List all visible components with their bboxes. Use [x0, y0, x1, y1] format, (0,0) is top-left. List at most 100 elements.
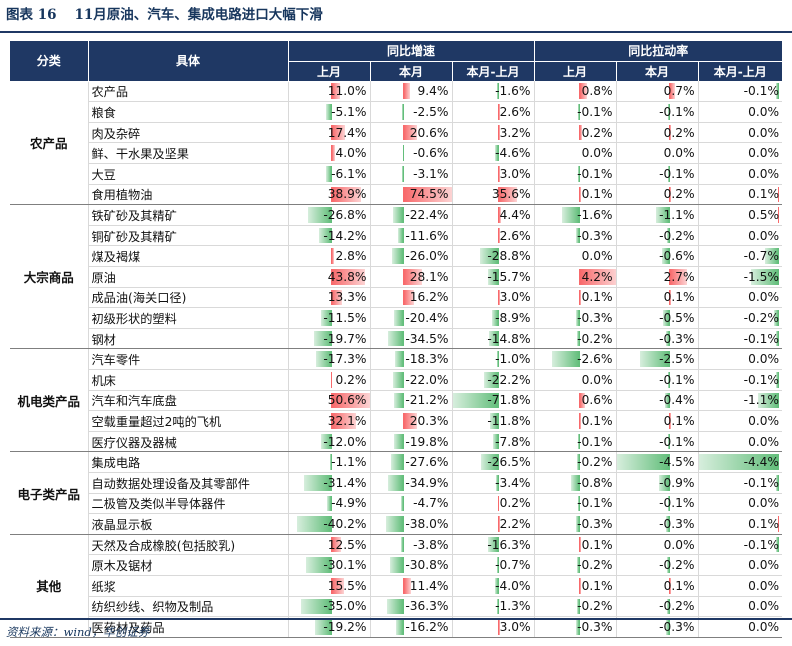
- value-text: 0.2%: [663, 187, 695, 202]
- negative-data-bar: [497, 351, 499, 367]
- item-name-cell: 原木及锯材: [87, 554, 288, 576]
- header-sub-this-month: 本月: [615, 61, 699, 82]
- value-cell: 0.0%: [697, 554, 783, 576]
- value-cell: -35.0%: [287, 596, 370, 618]
- value-text: -0.2%: [659, 558, 695, 573]
- item-name-cell: 原油: [87, 266, 288, 288]
- positive-data-bar: [497, 207, 502, 223]
- negative-data-bar: [387, 474, 404, 491]
- value-cell: -3.4%: [451, 472, 535, 494]
- value-cell: -0.2%: [615, 554, 699, 576]
- value-text: -2.5%: [413, 105, 449, 120]
- value-text: 0.1%: [581, 537, 613, 552]
- value-text: 0.0%: [748, 619, 780, 634]
- value-text: 28.1%: [409, 269, 449, 284]
- value-cell: -71.8%: [451, 390, 535, 412]
- positive-data-bar: [330, 372, 332, 388]
- value-cell: -0.3%: [533, 616, 617, 638]
- value-text: 0.0%: [748, 496, 780, 511]
- category-cell: 农产品: [10, 81, 88, 206]
- value-text: -3.1%: [413, 166, 449, 181]
- negative-data-bar: [386, 516, 404, 532]
- value-cell: -0.2%: [697, 307, 783, 329]
- negative-data-bar: [656, 207, 671, 223]
- value-text: -0.2%: [577, 599, 613, 614]
- value-text: 0.0%: [748, 599, 780, 614]
- value-text: 2.2%: [499, 516, 531, 531]
- value-text: -0.4%: [659, 393, 695, 408]
- value-text: -0.2%: [577, 455, 613, 470]
- table-row: 粮食 -5.1% -2.5% 2.6% -0.1% -0.1% 0.0%: [10, 101, 783, 123]
- value-cell: -1.3%: [451, 596, 535, 618]
- value-cell: 0.0%: [697, 101, 783, 123]
- value-text: 2.6%: [499, 228, 531, 243]
- value-text: 0.0%: [581, 146, 613, 161]
- value-cell: -0.1%: [615, 493, 699, 515]
- positive-data-bar: [497, 186, 517, 203]
- category-cell: 其他: [10, 534, 88, 638]
- table-row: 机床 0.2% -22.0% -22.2% 0.0% -0.1% -0.1%: [10, 369, 783, 391]
- positive-data-bar: [497, 289, 501, 306]
- positive-data-bar: [402, 186, 452, 203]
- value-text: -0.1%: [659, 434, 695, 449]
- value-cell: -0.3%: [533, 307, 617, 329]
- negative-data-bar: [575, 516, 581, 532]
- value-cell: -0.1%: [697, 369, 783, 391]
- header-sub-last-month: 上月: [533, 61, 617, 82]
- value-text: 0.0%: [748, 558, 780, 573]
- negative-data-bar: [487, 536, 499, 553]
- value-text: 2.7%: [663, 269, 695, 284]
- value-cell: -16.2%: [369, 616, 452, 638]
- value-cell: 15.5%: [287, 575, 370, 597]
- value-cell: 0.1%: [615, 575, 699, 597]
- value-text: 4.2%: [581, 269, 613, 284]
- value-text: 0.0%: [748, 352, 780, 367]
- positive-data-bar: [330, 145, 335, 162]
- value-cell: -0.1%: [533, 431, 617, 453]
- positive-data-bar: [579, 124, 582, 141]
- table-row: 纺织纱线、织物及制品 -35.0% -36.3% -1.3% -0.2% -0.2% 0.0…: [10, 596, 783, 618]
- value-text: -11.8%: [487, 413, 531, 428]
- value-text: 0.2%: [663, 125, 695, 140]
- value-text: -0.3%: [577, 516, 613, 531]
- value-cell: 0.0%: [697, 225, 783, 247]
- value-cell: 4.4%: [451, 204, 535, 226]
- value-text: 0.0%: [663, 146, 695, 161]
- value-text: -71.8%: [487, 393, 531, 408]
- value-cell: 0.5%: [697, 204, 783, 226]
- value-cell: -0.3%: [533, 513, 617, 535]
- value-text: 4.4%: [499, 208, 531, 223]
- positive-data-bar: [330, 186, 362, 203]
- value-cell: -0.1%: [533, 163, 617, 185]
- value-text: 0.2%: [335, 372, 367, 387]
- negative-data-bar: [578, 166, 581, 182]
- negative-data-bar: [575, 619, 581, 635]
- figure-label: 图表 16: [6, 7, 57, 23]
- positive-data-bar: [402, 83, 411, 100]
- value-text: 11.0%: [327, 84, 367, 99]
- value-text: 0.0%: [748, 105, 780, 120]
- positive-data-bar: [669, 413, 671, 429]
- value-cell: -0.2%: [615, 596, 699, 618]
- negative-data-bar: [314, 330, 332, 347]
- value-text: -0.3%: [659, 516, 695, 531]
- negative-data-bar: [665, 330, 671, 347]
- value-text: -0.1%: [659, 105, 695, 120]
- value-text: 3.0%: [499, 166, 531, 181]
- negative-data-bar: [393, 372, 404, 388]
- positive-data-bar: [579, 83, 588, 100]
- value-text: 0.0%: [748, 166, 780, 181]
- value-cell: -1.1%: [697, 390, 783, 412]
- negative-data-bar: [639, 351, 671, 367]
- value-cell: -31.4%: [287, 472, 370, 494]
- value-cell: -1.0%: [451, 348, 535, 370]
- value-cell: -0.1%: [615, 369, 699, 391]
- item-name-cell: 粮食: [87, 101, 288, 123]
- positive-data-bar: [497, 495, 499, 512]
- value-text: -26.0%: [405, 249, 449, 264]
- value-text: 0.0%: [748, 146, 780, 161]
- item-name-cell: 纺织纱线、织物及制品: [87, 596, 288, 618]
- value-text: 3.2%: [499, 125, 531, 140]
- value-cell: -0.2%: [533, 554, 617, 576]
- negative-data-bar: [497, 598, 499, 615]
